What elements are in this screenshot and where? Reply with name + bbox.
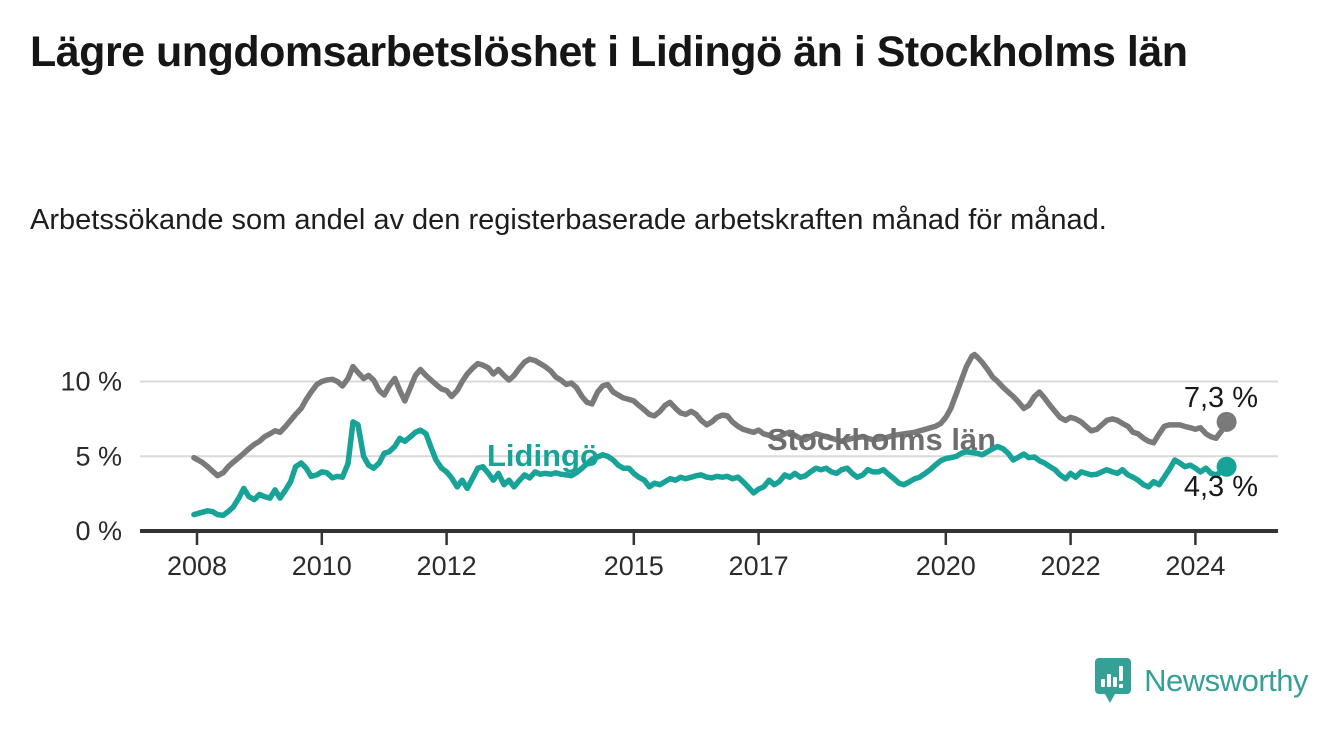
x-axis-tick-label: 2015: [604, 551, 664, 581]
chart-title: Lägre ungdomsarbetslöshet i Lidingö än i…: [30, 28, 1188, 76]
y-axis-tick-label: 0 %: [75, 516, 122, 546]
brand-name: Newsworthy: [1144, 663, 1308, 698]
x-axis: 2008 2010 2012 2015 2017 2020 2022 2024: [140, 529, 1278, 581]
series-line-lidingo-overlay: [191, 419, 1230, 519]
y-axis-tick-label: 5 %: [75, 441, 122, 471]
series-label-stockholms-lan: Stockholms län: [767, 422, 996, 457]
x-axis-tick-label: 2020: [916, 551, 976, 581]
newsworthy-bubble-chart-icon: [1095, 658, 1132, 703]
y-axis-tick-label: 10 %: [60, 367, 122, 397]
series-line-stockholms-lan: [191, 351, 1230, 479]
x-axis-tick-label: 2012: [417, 551, 477, 581]
x-axis-tick-label: 2008: [167, 551, 227, 581]
x-axis-tick-label: 2010: [292, 551, 352, 581]
x-axis-tick-label: 2022: [1041, 551, 1101, 581]
series-label-lidingo: Lidingö: [487, 438, 599, 473]
end-point-dots: [1216, 411, 1237, 477]
chart-subtitle: Arbetssökande som andel av den registerb…: [30, 204, 1107, 236]
end-value-label-lidingo: 4,3 %: [1184, 471, 1258, 503]
gridlines: 0 % 5 % 10 %: [60, 367, 1278, 546]
line-chart: 0 %5 %10 % Stockholms län Lidingö 2008 20…: [60, 351, 1278, 581]
series-line-lidingo: [191, 419, 1230, 519]
newsworthy-brand: Newsworthy: [1094, 656, 1308, 706]
x-axis-tick-label: 2024: [1165, 551, 1225, 581]
end-value-label-stockholms-lan: 7,3 %: [1184, 382, 1258, 414]
end-point-dot-stockholms-lan: [1216, 411, 1237, 432]
end-point-dot-lidingo: [1216, 456, 1237, 477]
x-axis-tick-label: 2017: [729, 551, 789, 581]
series-lines: [191, 351, 1230, 479]
